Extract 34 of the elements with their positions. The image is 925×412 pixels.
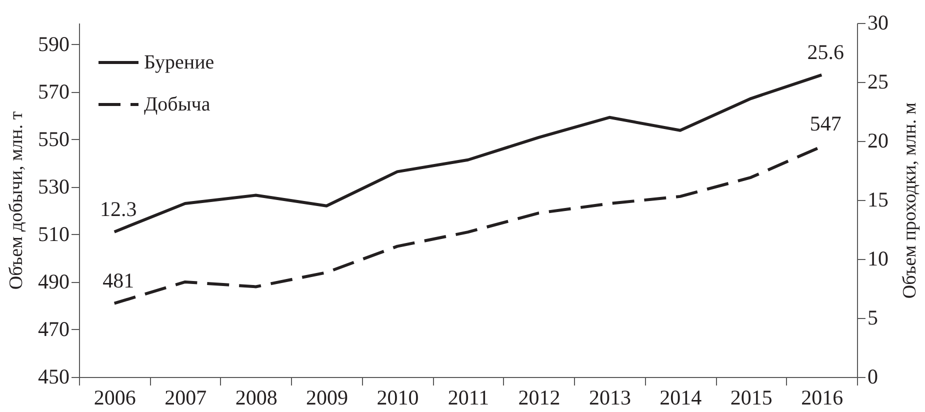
y-tick-label: 510 [38, 222, 70, 246]
legend-label: Добыча [144, 94, 210, 116]
y-tick-label: 590 [38, 32, 70, 56]
x-tick-label: 2010 [376, 386, 419, 410]
x-tick-label: 2013 [588, 386, 631, 410]
y2-tick-label: 25 [868, 70, 888, 94]
y-tick-label: 470 [38, 316, 70, 341]
data-label: 481 [102, 268, 134, 292]
x-tick-label: 2014 [660, 386, 702, 410]
x-tick-label: 2009 [306, 386, 348, 410]
y2-tick-label: 20 [868, 128, 888, 152]
y2-tick-label: 15 [868, 188, 888, 212]
data-label: 25.6 [807, 40, 844, 64]
y2-tick-label: 5 [868, 306, 878, 330]
y2-tick-label: 0 [868, 364, 878, 388]
x-tick-label: 2011 [448, 386, 490, 410]
legend-label: Бурение [144, 52, 214, 74]
y2-axis-title: Объем проходки, млн. м [900, 102, 920, 299]
y-tick-label: 550 [38, 126, 70, 151]
x-tick-label: 2012 [518, 386, 560, 410]
y-axis-title: Объем добычи, млн. т [6, 110, 27, 290]
data-label: 12.3 [100, 196, 137, 221]
y-tick-label: 450 [38, 364, 70, 388]
x-tick-label: 2008 [235, 386, 278, 410]
x-tick-label: 2015 [730, 386, 772, 410]
x-tick-label: 2016 [801, 386, 844, 410]
x-tick-label: 2006 [94, 386, 136, 410]
y2-tick-label: 30 [868, 10, 888, 34]
y2-tick-label: 10 [868, 246, 888, 270]
y-tick-label: 530 [38, 174, 70, 198]
x-tick-label: 2007 [164, 386, 207, 410]
y-tick-label: 570 [38, 79, 70, 104]
data-label: 547 [810, 112, 842, 136]
y-tick-label: 490 [38, 269, 70, 294]
